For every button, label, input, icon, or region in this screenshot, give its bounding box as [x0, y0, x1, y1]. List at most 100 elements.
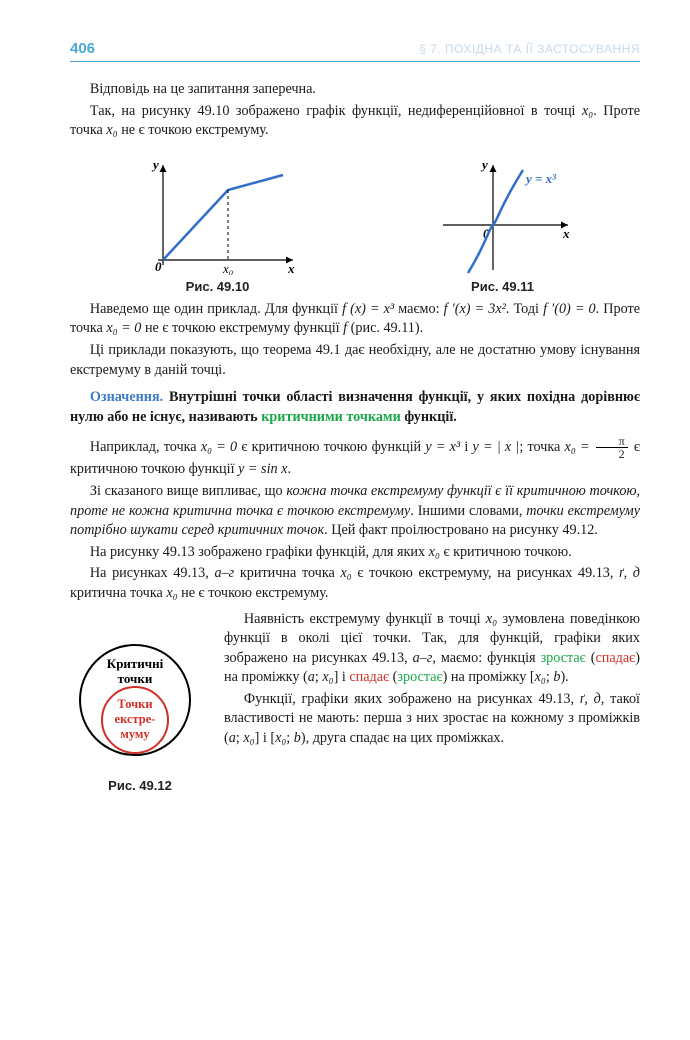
text: критична точка — [234, 565, 340, 581]
cubic-curve — [468, 170, 523, 273]
math: f (x) = x³ — [342, 301, 394, 317]
paragraph: Наявність екстремуму функції в точці x₀ … — [224, 610, 640, 688]
inner-label: екстре- — [115, 712, 156, 726]
text: На рисунку 49.13 зображено графіки функц… — [90, 544, 429, 560]
math: a — [229, 730, 236, 746]
paragraph: Так, на рисунку 49.10 зображено графік ф… — [70, 102, 640, 141]
text: критична точка — [70, 585, 166, 601]
inner-label: муму — [120, 727, 150, 741]
text: і — [460, 439, 472, 455]
math: x₀ — [166, 585, 177, 601]
venn-column: Критичні точки Точки екстре- муму Рис. 4… — [70, 610, 210, 793]
text: ; — [286, 730, 294, 746]
italic-text: ґ, д — [580, 691, 601, 707]
definition-label: Означення. — [90, 389, 163, 405]
text: ; точка — [519, 439, 564, 455]
text: На рисунках 49.13, — [90, 565, 215, 581]
figure-49-11: 0 x y y = x³ Рис. 49.11 — [428, 155, 578, 294]
math: y = sin x — [238, 461, 287, 477]
text: Наприклад, точка — [90, 439, 201, 455]
figure-caption: Рис. 49.10 — [133, 279, 303, 294]
math: x₀ — [106, 122, 117, 138]
definition-block: Означення. Внутрішні точки області визна… — [70, 388, 640, 427]
text: . Тоді — [506, 301, 543, 317]
page-number: 406 — [70, 40, 95, 57]
paragraph: На рисунках 49.13, а–г критична точка x₀… — [70, 564, 640, 603]
math: a — [308, 669, 315, 685]
venn-diagram: Критичні точки Точки екстре- муму — [70, 640, 200, 770]
text: . — [287, 461, 291, 477]
math: x₀ = 0 — [106, 320, 141, 336]
green-text: зростає — [541, 650, 586, 666]
math: x₀ — [582, 103, 593, 119]
chapter-title: § 7. ПОХІДНА ТА ЇЇ ЗАСТОСУВАННЯ — [419, 42, 640, 56]
curve-label: y = x³ — [524, 171, 557, 186]
green-text: зростає — [397, 669, 442, 685]
math: f ′(x) = 3x² — [444, 301, 506, 317]
wrap-section: Критичні точки Точки екстре- муму Рис. 4… — [70, 610, 640, 793]
text: Зі сказаного вище випливає, що — [90, 483, 286, 499]
x0-label: x₀ — [222, 261, 233, 275]
denominator: 2 — [596, 448, 628, 460]
function-line — [163, 175, 283, 260]
text: Так, на рисунку 49.10 зображено графік ф… — [90, 103, 582, 119]
plot-svg: 0 x y x₀ — [133, 155, 303, 275]
red-text: спадає — [349, 669, 389, 685]
figures-row: 0 x y x₀ Рис. 49.10 0 — [70, 155, 640, 294]
figure-49-10: 0 x y x₀ Рис. 49.10 — [133, 155, 303, 294]
text: ), друга спадає на цих проміжках. — [301, 730, 504, 746]
italic-text: ґ, д — [619, 565, 640, 581]
figure-caption: Рис. 49.12 — [70, 778, 210, 793]
text: . Іншими словами, — [410, 503, 526, 519]
y-axis-label: y — [151, 157, 159, 172]
math: x₀ — [243, 730, 254, 746]
inner-label: Точки — [117, 697, 152, 711]
textbook-page: 406 § 7. ПОХІДНА ТА ЇЇ ЗАСТОСУВАННЯ Відп… — [0, 0, 690, 823]
text: є критичною точкою. — [440, 544, 572, 560]
paragraph: Функції, графіки яких зображено на рисун… — [224, 690, 640, 749]
outer-label: Критичні — [107, 656, 164, 671]
wrap-text: Наявність екстремуму функції в точці x₀ … — [224, 610, 640, 751]
math: x₀ = — [565, 439, 594, 455]
math: x₀ — [275, 730, 286, 746]
plot-svg: 0 x y y = x³ — [428, 155, 578, 275]
math: x₀ — [340, 565, 351, 581]
x-axis-label: x — [287, 261, 295, 275]
italic-text: а–г — [214, 565, 234, 581]
italic-text: а–г — [413, 650, 433, 666]
paragraph: Зі сказаного вище випливає, що кожна точ… — [70, 482, 640, 541]
math: y = x³ — [425, 439, 460, 455]
text: Наведемо ще один приклад. Для функції — [90, 301, 342, 317]
text: є критичною точкою функцій — [237, 439, 425, 455]
paragraph: Відповідь на це запитання заперечна. — [70, 80, 640, 100]
text: функції. — [401, 409, 457, 425]
math: b — [294, 730, 301, 746]
text: не є точкою екстремуму функції — [141, 320, 343, 336]
math: f ′(0) = 0 — [543, 301, 596, 317]
term: критичними точками — [261, 409, 401, 425]
origin-label: 0 — [155, 259, 162, 274]
math: x₀ — [535, 669, 546, 685]
text: , маємо: функція — [432, 650, 540, 666]
text: ( — [586, 650, 596, 666]
y-axis-label: y — [480, 157, 488, 172]
paragraph: Наприклад, точка x₀ = 0 є критичною точк… — [70, 435, 640, 480]
math: x₀ — [486, 611, 497, 627]
text: Функції, графіки яких зображено на рисун… — [244, 691, 580, 707]
paragraph: Наведемо ще один приклад. Для функції f … — [70, 300, 640, 339]
paragraph: На рисунку 49.13 зображено графіки функц… — [70, 543, 640, 563]
paragraph: Ці приклади показують, що теорема 49.1 д… — [70, 341, 640, 380]
x-axis-label: x — [562, 226, 570, 241]
text: є точкою екстремуму, на рисунках 49.13, — [352, 565, 619, 581]
math: x₀ — [429, 544, 440, 560]
text: ] і — [334, 669, 350, 685]
text: не є точкою екстремуму. — [178, 585, 329, 601]
math: x₀ — [322, 669, 333, 685]
math: y = | x | — [473, 439, 520, 455]
text: Наявність екстремуму функції в точці — [244, 611, 486, 627]
text: маємо: — [394, 301, 443, 317]
text: ). — [560, 669, 568, 685]
definition-text: Означення. Внутрішні точки області визна… — [70, 388, 640, 427]
fraction: π2 — [596, 435, 628, 460]
page-header: 406 § 7. ПОХІДНА ТА ЇЇ ЗАСТОСУВАННЯ — [70, 40, 640, 62]
